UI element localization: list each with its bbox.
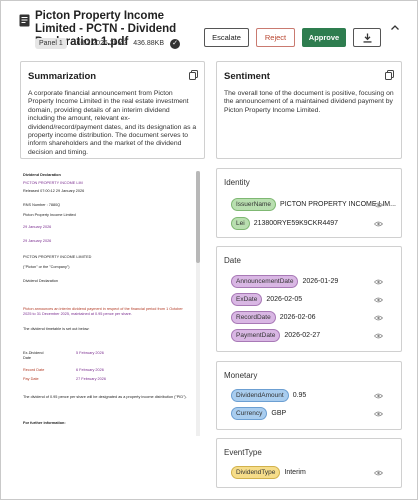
eventtype-title: EventType xyxy=(224,448,262,457)
field-value: 213800RYE59K9CKR4497 xyxy=(253,220,339,227)
doc-line: The dividend of 0.95 pence per share wil… xyxy=(23,395,187,399)
download-button[interactable] xyxy=(353,28,381,47)
field-value: 0.95 xyxy=(292,392,307,399)
date-card: Date AnnouncementDate 2026-01-29 ExDate … xyxy=(216,246,402,352)
summarization-card: Summarization A corporate financial anno… xyxy=(20,61,205,159)
scrollbar-thumb[interactable] xyxy=(196,171,200,263)
chevron-up-icon[interactable] xyxy=(390,23,400,33)
sentiment-text: The overall tone of the document is posi… xyxy=(224,90,394,114)
doc-line: Date xyxy=(23,356,32,360)
download-icon xyxy=(363,33,371,43)
doc-line: PICTON PROPERTY INCOME LIM xyxy=(23,181,83,185)
doc-line: Record Date xyxy=(23,368,45,372)
monetary-card: Monetary DividendAmount 0.95 Currency GB… xyxy=(216,361,402,430)
field-value: Interim xyxy=(284,469,306,476)
doc-line: Released 07:00:12 29 January 2026 xyxy=(23,189,85,193)
field-paymentdate: PaymentDate 2026-02-27 xyxy=(231,329,320,342)
field-key: PaymentDate xyxy=(231,329,281,342)
eye-icon[interactable] xyxy=(374,411,383,417)
eye-icon[interactable] xyxy=(374,470,383,476)
identity-title: Identity xyxy=(224,178,250,187)
field-key: AnnouncementDate xyxy=(231,275,299,288)
field-key: IssuerName xyxy=(231,198,277,211)
date-title: Date xyxy=(224,256,241,265)
eye-icon[interactable] xyxy=(374,202,383,208)
document-datetime: 10.02.2026 20:43 xyxy=(72,40,128,47)
field-recorddate: RecordDate 2026-02-06 xyxy=(231,311,316,324)
doc-line: 2025 to 31 December 2025, maintained at … xyxy=(23,312,132,316)
field-key: ExDate xyxy=(231,293,263,306)
field-key: RecordDate xyxy=(231,311,276,324)
eye-icon[interactable] xyxy=(374,297,383,303)
field-value: PICTON PROPERTY INCOME LIM... xyxy=(280,201,396,208)
doc-line: RNS Number : 7880Q xyxy=(23,203,61,207)
copy-icon[interactable] xyxy=(385,70,394,80)
doc-line: 27 February 2026 xyxy=(76,377,106,381)
document-icon xyxy=(19,14,30,27)
field-value: 2026-02-06 xyxy=(279,314,316,321)
field-key: Lei xyxy=(231,217,250,230)
eye-icon[interactable] xyxy=(374,315,383,321)
doc-line: Pay Date xyxy=(23,377,39,381)
field-key: DividendType xyxy=(231,466,281,479)
field-key: DividendAmount xyxy=(231,389,289,402)
doc-line: Dividend Declaration xyxy=(23,279,59,283)
escalate-button[interactable]: Escalate xyxy=(204,28,249,47)
doc-line: 29 January 2026 xyxy=(23,239,52,243)
eventtype-card: EventType DividendType Interim xyxy=(216,438,402,488)
field-value: 2026-02-27 xyxy=(284,332,321,339)
eye-icon[interactable] xyxy=(374,279,383,285)
check-circle-icon: ✓ xyxy=(170,38,180,49)
document-filesize: 436.88KB xyxy=(133,40,164,47)
field-dividendtype: DividendType Interim xyxy=(231,466,306,479)
doc-line: Dividend Declaration xyxy=(23,173,61,177)
eye-icon[interactable] xyxy=(374,221,383,227)
reject-button[interactable]: Reject xyxy=(256,28,295,47)
doc-line: 29 January 2026 xyxy=(23,225,52,229)
panel-badge: Panel 1 xyxy=(35,38,67,49)
document-preview[interactable]: Dividend Declaration PICTON PROPERTY INC… xyxy=(20,161,205,436)
field-announcementdate: AnnouncementDate 2026-01-29 xyxy=(231,275,338,288)
summarization-text: A corporate financial announcement from … xyxy=(28,90,197,156)
doc-line: ("Picton" or the "Company") xyxy=(23,265,70,269)
field-value: 2026-02-05 xyxy=(266,296,303,303)
summarization-title: Summarization xyxy=(28,71,97,82)
field-dividendamount: DividendAmount 0.95 xyxy=(231,389,306,402)
doc-line: Ex-Dividend xyxy=(23,351,44,355)
doc-line: 6 February 2026 xyxy=(76,368,104,372)
eye-icon[interactable] xyxy=(374,393,383,399)
document-scrollbar[interactable] xyxy=(196,171,200,436)
copy-icon[interactable] xyxy=(189,70,198,80)
field-key: Currency xyxy=(231,407,268,420)
doc-line: Picton Property Income Limited xyxy=(23,213,76,217)
monetary-title: Monetary xyxy=(224,371,258,380)
doc-line: Picton announces an interim dividend pay… xyxy=(23,307,183,311)
identity-card: Identity IssuerName PICTON PROPERTY INCO… xyxy=(216,168,402,238)
field-value: 2026-01-29 xyxy=(302,278,339,285)
doc-line: The dividend timetable is set out below: xyxy=(23,327,90,331)
field-lei: Lei 213800RYE59K9CKR4497 xyxy=(231,217,338,230)
approve-button[interactable]: Approve xyxy=(302,28,346,47)
field-value: GBP xyxy=(271,410,287,417)
sentiment-card: Sentiment The overall tone of the docume… xyxy=(216,61,402,159)
doc-line: 5 February 2026 xyxy=(76,351,104,355)
sentiment-title: Sentiment xyxy=(224,71,270,82)
doc-line: For further information: xyxy=(23,421,66,425)
eye-icon[interactable] xyxy=(374,333,383,339)
field-issuername: IssuerName PICTON PROPERTY INCOME LIM... xyxy=(231,198,396,211)
field-exdate: ExDate 2026-02-05 xyxy=(231,293,302,306)
document-meta: Panel 1 10.02.2026 20:43 436.88KB ✓ xyxy=(35,38,180,49)
field-currency: Currency GBP xyxy=(231,407,286,420)
doc-line: PICTON PROPERTY INCOME LIMITED xyxy=(23,255,92,259)
